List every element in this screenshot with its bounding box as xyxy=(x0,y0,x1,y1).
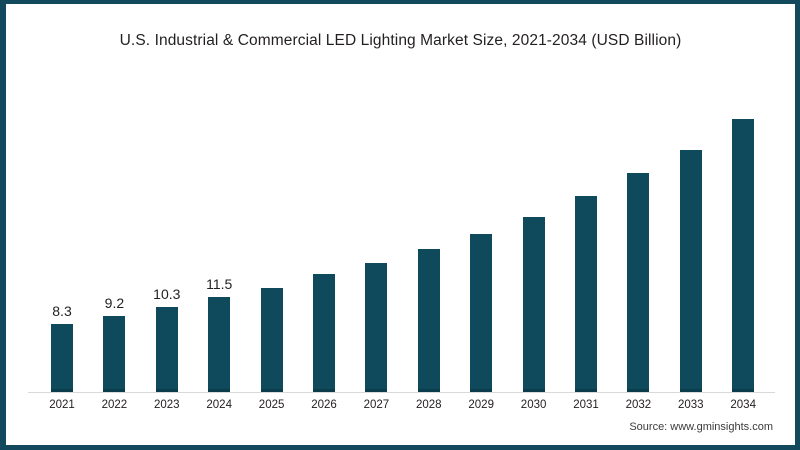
x-tick-2022: 2022 xyxy=(101,399,128,411)
bar-2033[interactable] xyxy=(679,149,702,392)
x-tick-2032: 2032 xyxy=(625,399,652,411)
bar-group xyxy=(365,64,388,392)
bar-group xyxy=(313,64,335,392)
bar-2023[interactable] xyxy=(155,307,178,392)
bar-2021[interactable] xyxy=(51,323,73,392)
bar-group xyxy=(470,64,493,392)
bar-2022[interactable] xyxy=(103,316,126,392)
bar-2025[interactable] xyxy=(260,287,283,392)
chart-canvas: U.S. Industrial & Commercial LED Lightin… xyxy=(6,4,795,445)
x-tick-2031: 2031 xyxy=(573,399,599,411)
bar-group xyxy=(679,64,702,392)
plot-area: 8.3 9.2 10.3 11.5 xyxy=(28,64,774,392)
bar-value-label-2021: 8.3 xyxy=(52,302,72,319)
x-axis-line xyxy=(28,392,775,393)
bar-group xyxy=(627,64,650,392)
bar-group xyxy=(417,64,440,392)
bar-group: 8.3 xyxy=(51,64,73,392)
source-attribution: Source: www.gminsights.com xyxy=(629,421,773,433)
bar-group xyxy=(260,64,283,392)
x-tick-2021: 2021 xyxy=(49,399,75,411)
bar-group xyxy=(732,64,755,392)
bar-value-label-2022: 9.2 xyxy=(104,295,125,312)
x-tick-2025: 2025 xyxy=(258,399,285,411)
bar-2032[interactable] xyxy=(627,172,650,392)
bar-2034[interactable] xyxy=(732,119,755,392)
x-tick-2033: 2033 xyxy=(678,399,704,411)
bar-group xyxy=(575,64,597,392)
chart-title: U.S. Industrial & Commercial LED Lightin… xyxy=(119,32,682,49)
bar-2029[interactable] xyxy=(470,234,493,392)
bar-2024[interactable] xyxy=(208,297,231,392)
x-tick-2024: 2024 xyxy=(206,399,232,411)
x-tick-2028: 2028 xyxy=(416,399,442,411)
x-tick-2030: 2030 xyxy=(520,399,547,411)
bar-2026[interactable] xyxy=(313,274,335,392)
bar-value-label-2024: 11.5 xyxy=(206,276,233,293)
bar-value-label-2023: 10.3 xyxy=(153,286,181,303)
bar-group: 11.5 xyxy=(206,64,233,392)
bar-group xyxy=(522,64,545,392)
bar-group: 10.3 xyxy=(153,64,181,392)
x-tick-2027: 2027 xyxy=(363,399,390,411)
x-tick-2023: 2023 xyxy=(154,399,180,411)
x-tick-2034: 2034 xyxy=(730,399,756,411)
bar-2030[interactable] xyxy=(522,216,545,392)
x-tick-2026: 2026 xyxy=(311,399,337,411)
x-axis-tick-labels: 2021 2022 2023 2024 2025 2026 2027 2028 2029 2030… xyxy=(28,399,774,421)
bar-2028[interactable] xyxy=(417,248,440,392)
bar-group: 9.2 xyxy=(103,64,126,392)
bar-2031[interactable] xyxy=(575,195,597,392)
x-tick-2029: 2029 xyxy=(468,399,494,411)
bar-2027[interactable] xyxy=(365,262,388,392)
